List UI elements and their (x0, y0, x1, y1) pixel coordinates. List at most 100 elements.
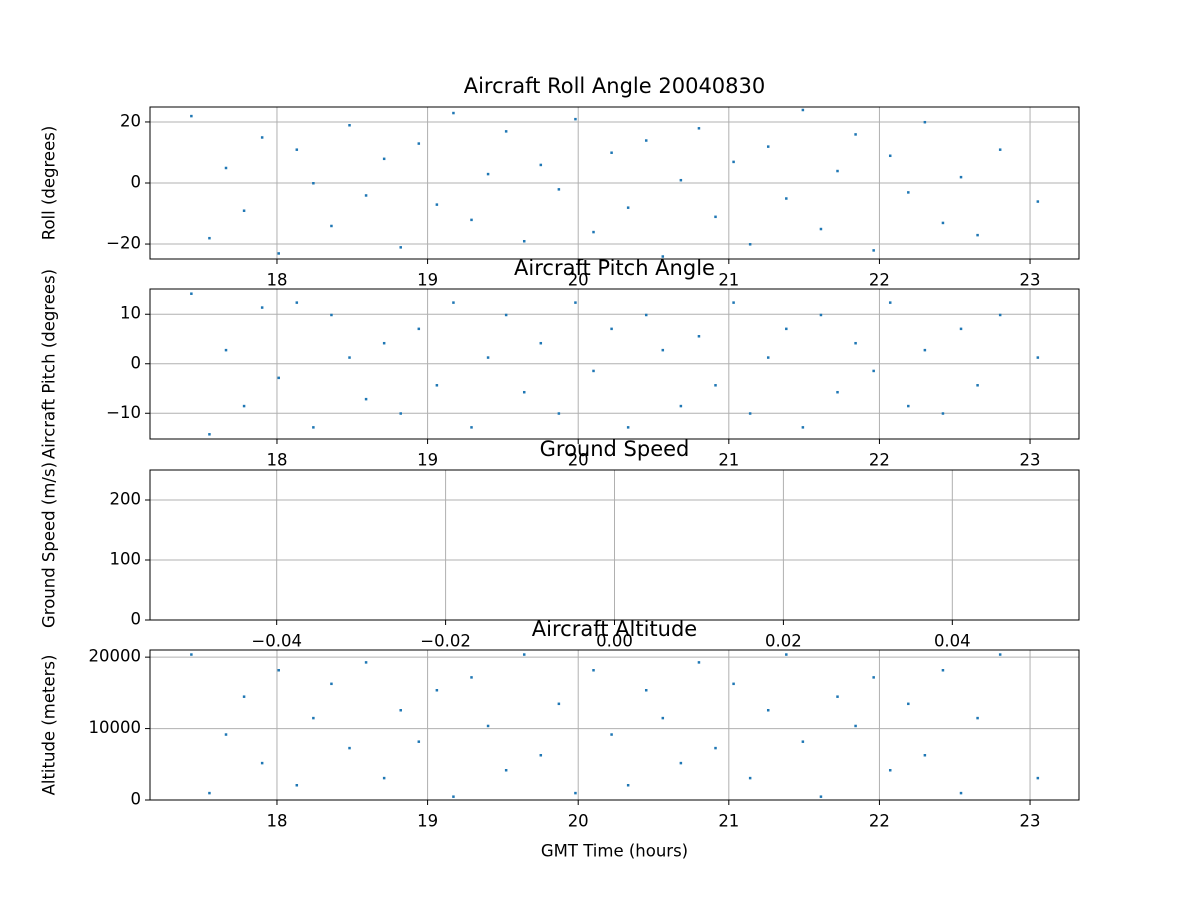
y-tick-label: −20 (106, 234, 141, 253)
scatter-point (819, 227, 823, 231)
scatter-point (836, 169, 839, 173)
y-axis-label: Aircraft Pitch (degrees) (40, 269, 59, 459)
scatter-point (435, 203, 439, 206)
y-tick-label: 0 (131, 173, 142, 192)
scatter-point (959, 791, 963, 795)
scatter-point (208, 433, 211, 436)
y-axis-label: Altitude (meters) (40, 655, 59, 796)
scatter-point (260, 761, 264, 765)
scatter-point (592, 369, 595, 373)
scatter-point (976, 716, 979, 720)
x-tick-label: 19 (417, 451, 438, 470)
x-tick-label: 21 (718, 451, 739, 470)
x-tick-label: 0.00 (596, 632, 633, 651)
scatter-point (732, 160, 735, 164)
chart-title: Aircraft Altitude (532, 617, 697, 641)
y-tick-label: 200 (110, 490, 142, 509)
scatter-point (435, 689, 439, 692)
scatter-point (295, 784, 299, 787)
scatter-point (748, 776, 752, 780)
scatter-point (923, 348, 927, 352)
scatter-point (399, 709, 402, 712)
scatter-point (277, 669, 280, 672)
scatter-point (888, 154, 892, 158)
scatter-point (382, 157, 386, 161)
scatter-point (697, 661, 701, 664)
scatter-point (836, 390, 839, 394)
scatter-point (819, 795, 823, 798)
scatter-point (382, 776, 386, 780)
y-tick-label: 0 (131, 790, 142, 809)
subplot: 18 19 20 21 22 23 0 10000 20000 Aircraft Altitude… (40, 617, 1080, 861)
scatter-point (260, 136, 264, 139)
scatter-point (190, 653, 193, 656)
scatter-point (907, 191, 910, 194)
scatter-point (923, 754, 927, 757)
scatter-point (470, 426, 473, 429)
x-axis-label: GMT Time (hours) (541, 842, 688, 861)
subplot: 18 19 20 21 22 23 −20 0 20 Aircraft Roll Angle 20… (40, 74, 1080, 290)
scatter-point (872, 249, 875, 252)
scatter-point (295, 148, 299, 151)
y-tick-label: 20000 (89, 647, 142, 666)
scatter-point (417, 740, 421, 743)
y-tick-label: 10000 (89, 718, 142, 737)
scatter-point (504, 130, 508, 133)
scatter-point (330, 224, 333, 228)
scatter-point (732, 682, 735, 686)
scatter-point (626, 426, 630, 429)
x-tick-label: 22 (869, 812, 890, 831)
x-tick-label: 22 (869, 271, 890, 290)
axes-frame (149, 288, 1080, 440)
scatter-point (277, 252, 280, 255)
x-tick-label: 19 (417, 812, 438, 831)
scatter-point (644, 689, 648, 692)
scatter-point (522, 390, 526, 394)
scatter-point (714, 746, 717, 750)
scatter-point (697, 335, 701, 338)
scatter-point (208, 791, 211, 795)
scatter-point (976, 233, 979, 237)
scatter-point (399, 412, 402, 415)
scatter-point (1036, 200, 1040, 203)
y-axis-label: Ground Speed (m/s) (40, 462, 59, 628)
x-tick-label: 22 (869, 451, 890, 470)
scatter-point (661, 348, 665, 352)
axes-frame (149, 106, 1080, 260)
x-tick-label: 20 (568, 812, 589, 831)
scatter-point (661, 716, 665, 720)
scatter-point (714, 384, 717, 387)
chart-title: Ground Speed (540, 437, 690, 461)
scatter-point (766, 709, 770, 712)
y-tick-label: 0 (131, 353, 142, 372)
scatter-point (539, 341, 543, 345)
scatter-point (766, 145, 770, 148)
scatter-point (998, 148, 1002, 151)
scatter-point (504, 769, 508, 772)
scatter-point (626, 206, 630, 209)
scatter-point (610, 151, 613, 154)
axes-frame (149, 469, 1080, 621)
scatter-point (1036, 776, 1040, 780)
x-tick-label: 18 (266, 812, 287, 831)
scatter-point (592, 230, 595, 234)
x-tick-label: 21 (718, 271, 739, 290)
scatter-point (610, 327, 613, 331)
scatter-point (295, 301, 299, 304)
x-tick-label: 0.02 (765, 632, 802, 651)
scatter-point (888, 301, 892, 304)
scatter-point (312, 716, 315, 720)
scatter-point (644, 313, 648, 317)
scatter-point (872, 676, 875, 679)
scatter-point (399, 246, 402, 249)
scatter-point (679, 178, 683, 182)
x-tick-label: −0.04 (251, 632, 302, 651)
scatter-point (748, 243, 752, 246)
scatter-point (854, 724, 857, 728)
x-tick-label: 0.04 (934, 632, 971, 651)
scatter-point (190, 292, 193, 295)
scatter-point (679, 404, 683, 408)
scatter-point (801, 740, 805, 743)
scatter-point (714, 215, 717, 219)
scatter-point (486, 356, 490, 359)
